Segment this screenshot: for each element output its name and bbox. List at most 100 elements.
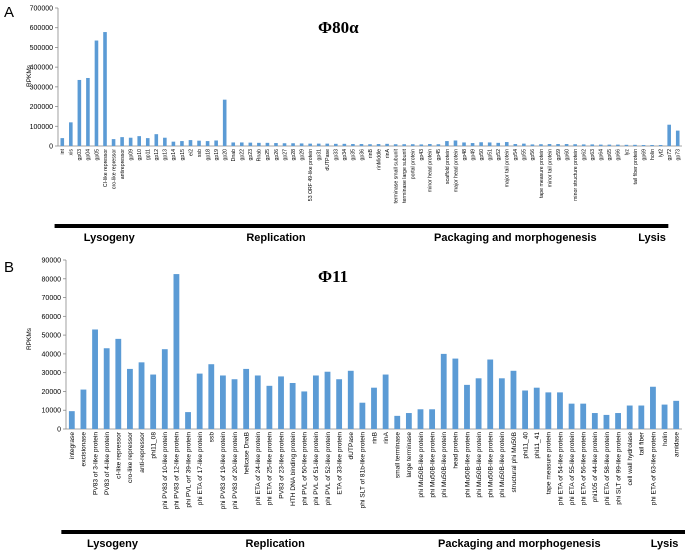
panel-a-y-tick-label: 300000	[30, 84, 53, 91]
panel-a-bar	[573, 144, 577, 146]
panel-b-bar	[650, 386, 656, 429]
panel-a-bar	[667, 124, 671, 146]
panel-b-category-label: phi PV83 of 12-like protein	[174, 432, 181, 510]
panel-b-category-label: phi Mu50B-like protein	[464, 432, 471, 498]
panel-a-bar	[316, 143, 321, 146]
panel-a-bar	[556, 144, 560, 146]
panel-b-category-label: excisionase	[81, 432, 88, 467]
panel-a-group-bar	[635, 224, 669, 228]
panel-a-category-label: gp62	[582, 149, 588, 161]
panel-b-bar	[615, 413, 621, 429]
panel-b-category-label: phi Mu50B-like protein	[488, 432, 495, 498]
panel-a-bar	[513, 144, 518, 146]
panel-b-category-label: phi PVL orf 39-like protein	[185, 432, 192, 508]
panel-a-category-label: Dnab	[231, 149, 237, 162]
panel-a-bar	[590, 144, 595, 146]
panel-b-title: Φ11	[318, 267, 348, 286]
panel-a-bar	[410, 144, 415, 146]
panel-a-category-label: gp45	[436, 149, 442, 161]
panel-a-bar	[564, 144, 569, 146]
panel-a-category-label: Rnab	[257, 149, 263, 162]
panel-b-category-label: ETA of 33-like protein	[336, 432, 343, 495]
panel-a-category-label: int	[60, 148, 66, 154]
panel-b-category-label: cI-like repressor	[116, 431, 123, 479]
panel-b-bar	[220, 375, 226, 429]
panel-a-bar	[581, 144, 586, 146]
panel-a-category-label: antirepressor	[120, 149, 126, 180]
panel-a-category-label: gp35	[351, 149, 357, 161]
panel-b-bar	[92, 329, 98, 429]
panel-a-category-label: gp52	[496, 149, 502, 161]
panel-a-ylabel: RPKMs	[26, 64, 33, 87]
panel-a-category-label: gp20	[223, 149, 229, 161]
panel-a-bar	[188, 140, 193, 146]
panel-a-bar	[231, 142, 236, 146]
panel-b-bar	[580, 403, 587, 429]
panel-b-category-label: dUTPase	[348, 432, 355, 460]
panel-a-category-label: gp03	[77, 149, 83, 161]
panel-b-category-label: PV83 of 3-like protein	[92, 432, 99, 495]
panel-b-bar	[429, 409, 436, 429]
panel-a-category-label: CI-like repressor	[103, 149, 109, 187]
panel-b-bar	[464, 384, 470, 429]
panel-a-bar	[94, 40, 99, 146]
panel-b-chart: 0 10000 20000 30000 40000 50000 60000 70000 8000…	[42, 258, 685, 550]
panel-b-bar	[638, 405, 645, 429]
panel-a-bar	[86, 77, 90, 146]
panel-a-bar	[103, 32, 107, 146]
panel-a-bar	[359, 144, 364, 146]
panel-b-label: B	[4, 259, 14, 276]
panel-a-category-label: gp25	[265, 149, 271, 161]
panel-b-bar	[487, 359, 494, 429]
panel-a-category-label: gp23	[248, 149, 254, 161]
panel-b-y-tick-label: 0	[57, 427, 61, 434]
panel-b-category-label: large terminase	[406, 432, 413, 478]
panel-a-category-label: gp13	[163, 149, 169, 161]
panel-b-bar	[475, 378, 482, 429]
panel-a-bar	[214, 140, 218, 146]
panel-a-bar	[248, 142, 253, 146]
panel-a-bar	[496, 142, 501, 146]
panel-a-bar	[419, 144, 424, 146]
panel-a-bar	[445, 141, 449, 146]
panel-b-category-label: phi11_08	[150, 432, 157, 459]
panel-b-category-label: phi105 of 44-like protein	[592, 432, 599, 503]
panel-b-category-label: phi Mu50B-like protein	[441, 432, 448, 498]
panel-b-category-label: phi ETA of 24-like protein	[255, 432, 262, 506]
panel-a-bar	[274, 143, 278, 146]
panel-b-bar	[440, 353, 447, 429]
panel-a-category-label: gp12	[154, 149, 160, 161]
panel-b-category-label: rinB	[371, 431, 378, 443]
panel-a-bar	[77, 79, 82, 146]
panel-a-y-tick-label: 100000	[30, 124, 53, 131]
panel-b-y-tick-label: 60000	[42, 314, 62, 321]
panel-b-category-label: phi ETA of 25-like protein	[267, 432, 274, 506]
panel-b-category-label: phi PV83 of 19-like protein	[220, 432, 227, 510]
panel-b-category-label: PV83 of 4-like protein	[104, 432, 111, 495]
panel-b-category-label: tail fiber	[639, 431, 646, 455]
panel-a-bar	[137, 136, 142, 146]
panel-a-category-label: portal protein	[411, 149, 417, 179]
panel-a-category-label: minor tail protein	[547, 149, 553, 187]
panel-a-group-bar	[54, 224, 164, 228]
panel-a-label: A	[4, 4, 14, 21]
panel-a-category-label: gp05	[94, 149, 100, 161]
panel-a-category-label: gp56	[530, 149, 536, 161]
panel-b-category-label: phi PVL of 51-like protein	[313, 432, 320, 506]
panel-b-bar	[568, 403, 575, 429]
panel-a-category-label: minor head protein	[428, 149, 434, 192]
panel-b-category-label: phi11_41	[534, 432, 541, 459]
panel-b-category-label: cro-like repressor	[127, 431, 134, 483]
panel-a-category-label: gp29	[299, 149, 305, 161]
panel-a-bar	[385, 143, 389, 146]
panel-a-category-label: gp27	[282, 149, 288, 161]
panel-a-category-label: tail fiber protein	[633, 149, 639, 185]
panel-a-category-label: minor structure protein	[573, 149, 579, 201]
panel-b-y-tick-label: 90000	[42, 258, 62, 265]
panel-a-bar	[641, 145, 646, 146]
panel-a-group-bar	[157, 224, 395, 228]
panel-b-group-bar	[61, 530, 164, 534]
panel-a-category-label: gp51	[487, 149, 493, 161]
panel-b-bar	[661, 404, 668, 429]
